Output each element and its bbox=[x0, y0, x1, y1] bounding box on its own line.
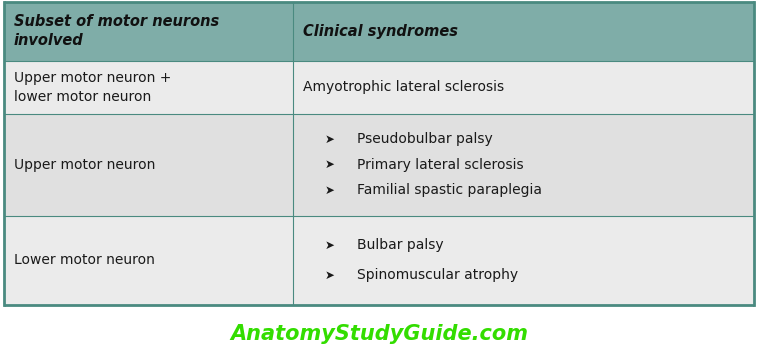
Text: Upper motor neuron +
lower motor neuron: Upper motor neuron + lower motor neuron bbox=[14, 71, 171, 104]
Text: Pseudobulbar palsy: Pseudobulbar palsy bbox=[357, 132, 493, 147]
Text: Spinomuscular atrophy: Spinomuscular atrophy bbox=[357, 268, 518, 282]
Text: Lower motor neuron: Lower motor neuron bbox=[14, 253, 155, 267]
Bar bbox=[4, 61, 754, 114]
Text: Upper motor neuron: Upper motor neuron bbox=[14, 158, 155, 172]
Text: Primary lateral sclerosis: Primary lateral sclerosis bbox=[357, 158, 524, 172]
Bar bbox=[4, 216, 754, 305]
Bar bbox=[4, 114, 754, 216]
Text: AnatomyStudyGuide.com: AnatomyStudyGuide.com bbox=[230, 324, 528, 344]
Text: Amyotrophic lateral sclerosis: Amyotrophic lateral sclerosis bbox=[302, 81, 503, 95]
Text: ➤: ➤ bbox=[324, 239, 334, 252]
Text: Subset of motor neurons
involved: Subset of motor neurons involved bbox=[14, 14, 219, 48]
Text: Clinical syndromes: Clinical syndromes bbox=[302, 24, 458, 39]
Text: ➤: ➤ bbox=[324, 133, 334, 146]
Bar bbox=[4, 2, 754, 61]
Text: ➤: ➤ bbox=[324, 269, 334, 282]
Text: Familial spastic paraplegia: Familial spastic paraplegia bbox=[357, 183, 542, 197]
Text: ➤: ➤ bbox=[324, 158, 334, 171]
Text: ➤: ➤ bbox=[324, 184, 334, 197]
Text: Bulbar palsy: Bulbar palsy bbox=[357, 238, 443, 252]
